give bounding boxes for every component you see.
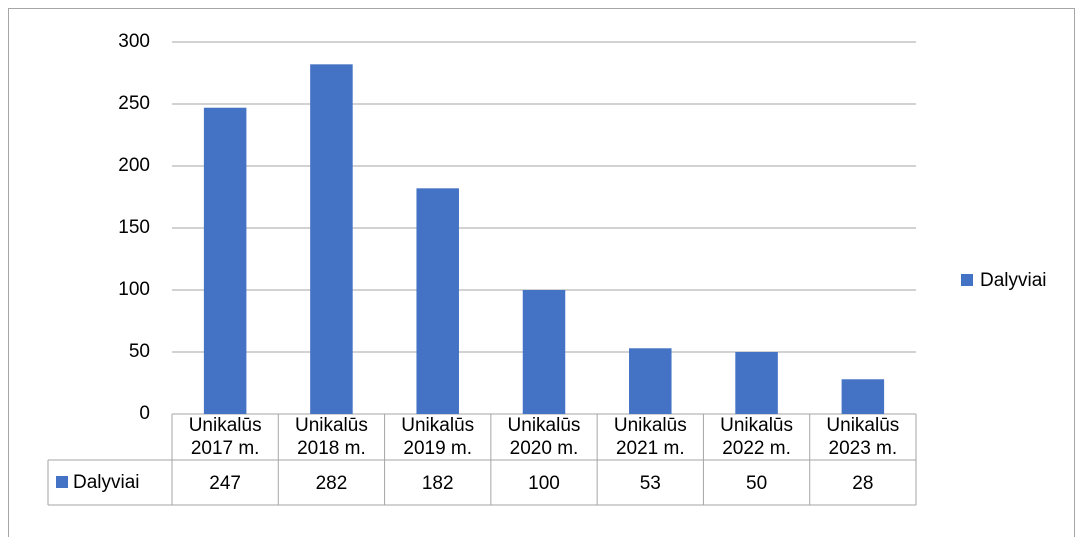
bar	[629, 348, 672, 414]
x-tick-label: Unikalūs 2019 m.	[401, 415, 475, 459]
chart-border	[8, 8, 1075, 537]
bar	[841, 379, 885, 414]
y-tick-label: 50	[129, 341, 150, 362]
table-value: 50	[746, 473, 767, 494]
x-tick-label: Unikalūs 2017 m.	[188, 415, 262, 459]
bar	[310, 64, 353, 414]
x-tick-label: Unikalūs 2022 m.	[720, 415, 793, 459]
bar	[522, 290, 566, 414]
y-tick-label: 250	[118, 93, 150, 114]
bar	[203, 107, 247, 414]
y-tick-label: 100	[118, 279, 150, 300]
x-tick-label: Unikalūs 2020 m.	[507, 415, 581, 459]
y-tick-label: 0	[139, 403, 150, 424]
bar	[416, 188, 459, 414]
y-tick-label: 150	[118, 217, 150, 238]
x-tick-label: Unikalūs 2021 m.	[613, 415, 687, 459]
legend-label: Dalyviai	[980, 270, 1047, 291]
table-value: 282	[316, 473, 348, 494]
x-tick-label: Unikalūs 2023 m.	[826, 415, 900, 459]
table-value: 100	[528, 473, 560, 494]
y-tick-label: 300	[118, 31, 150, 52]
legend-key	[961, 274, 973, 286]
x-tick-label: Unikalūs 2018 m.	[294, 415, 368, 459]
table-value: 247	[209, 473, 241, 494]
y-tick-label: 200	[118, 155, 150, 176]
table-value: 182	[422, 473, 454, 494]
table-series-name: Dalyviai	[73, 472, 140, 493]
bar	[735, 352, 778, 414]
legend-key	[56, 476, 68, 488]
table-value: 53	[640, 473, 661, 494]
table-value: 28	[852, 473, 873, 494]
